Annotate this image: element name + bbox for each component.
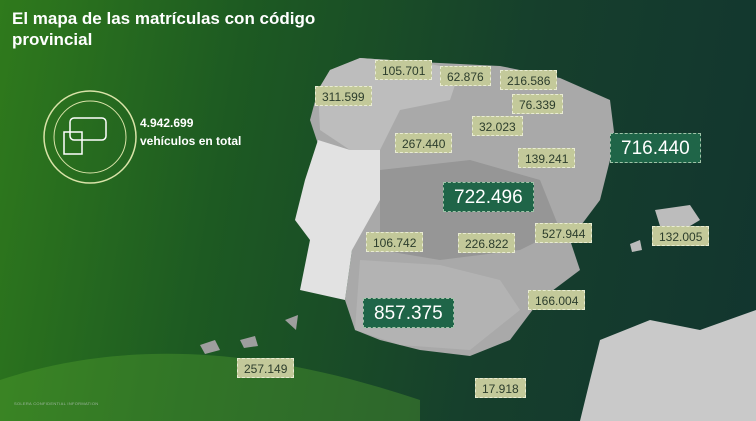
caption: vehículos en total xyxy=(140,134,242,148)
province-label: 527.944 xyxy=(535,223,593,243)
province-label: 105.701 xyxy=(375,60,433,80)
province-label: 106.742 xyxy=(366,232,424,252)
province-label: 226.822 xyxy=(458,233,516,253)
total: 4.942.699 xyxy=(140,116,194,130)
province-label: 857.375 xyxy=(363,298,454,328)
province-label: 311.599 xyxy=(315,86,372,106)
province-label: 216.586 xyxy=(500,70,558,90)
province-label: 76.339 xyxy=(512,94,563,114)
province-label: 32.023 xyxy=(472,116,523,136)
province-label: 722.496 xyxy=(443,182,534,212)
footer-note: SOLERA CONFIDENTIAL INFORMATION xyxy=(14,401,99,406)
province-label: 716.440 xyxy=(610,133,701,163)
province-label: 139.241 xyxy=(518,148,576,168)
province-label: 132.005 xyxy=(652,226,710,246)
province-label: 267.440 xyxy=(395,133,453,153)
title: El mapa de las matrículas con código pro… xyxy=(12,9,316,49)
province-label: 257.149 xyxy=(237,358,295,378)
province-label: 62.876 xyxy=(440,66,491,86)
province-label: 17.918 xyxy=(475,378,526,398)
province-label: 166.004 xyxy=(528,290,586,310)
